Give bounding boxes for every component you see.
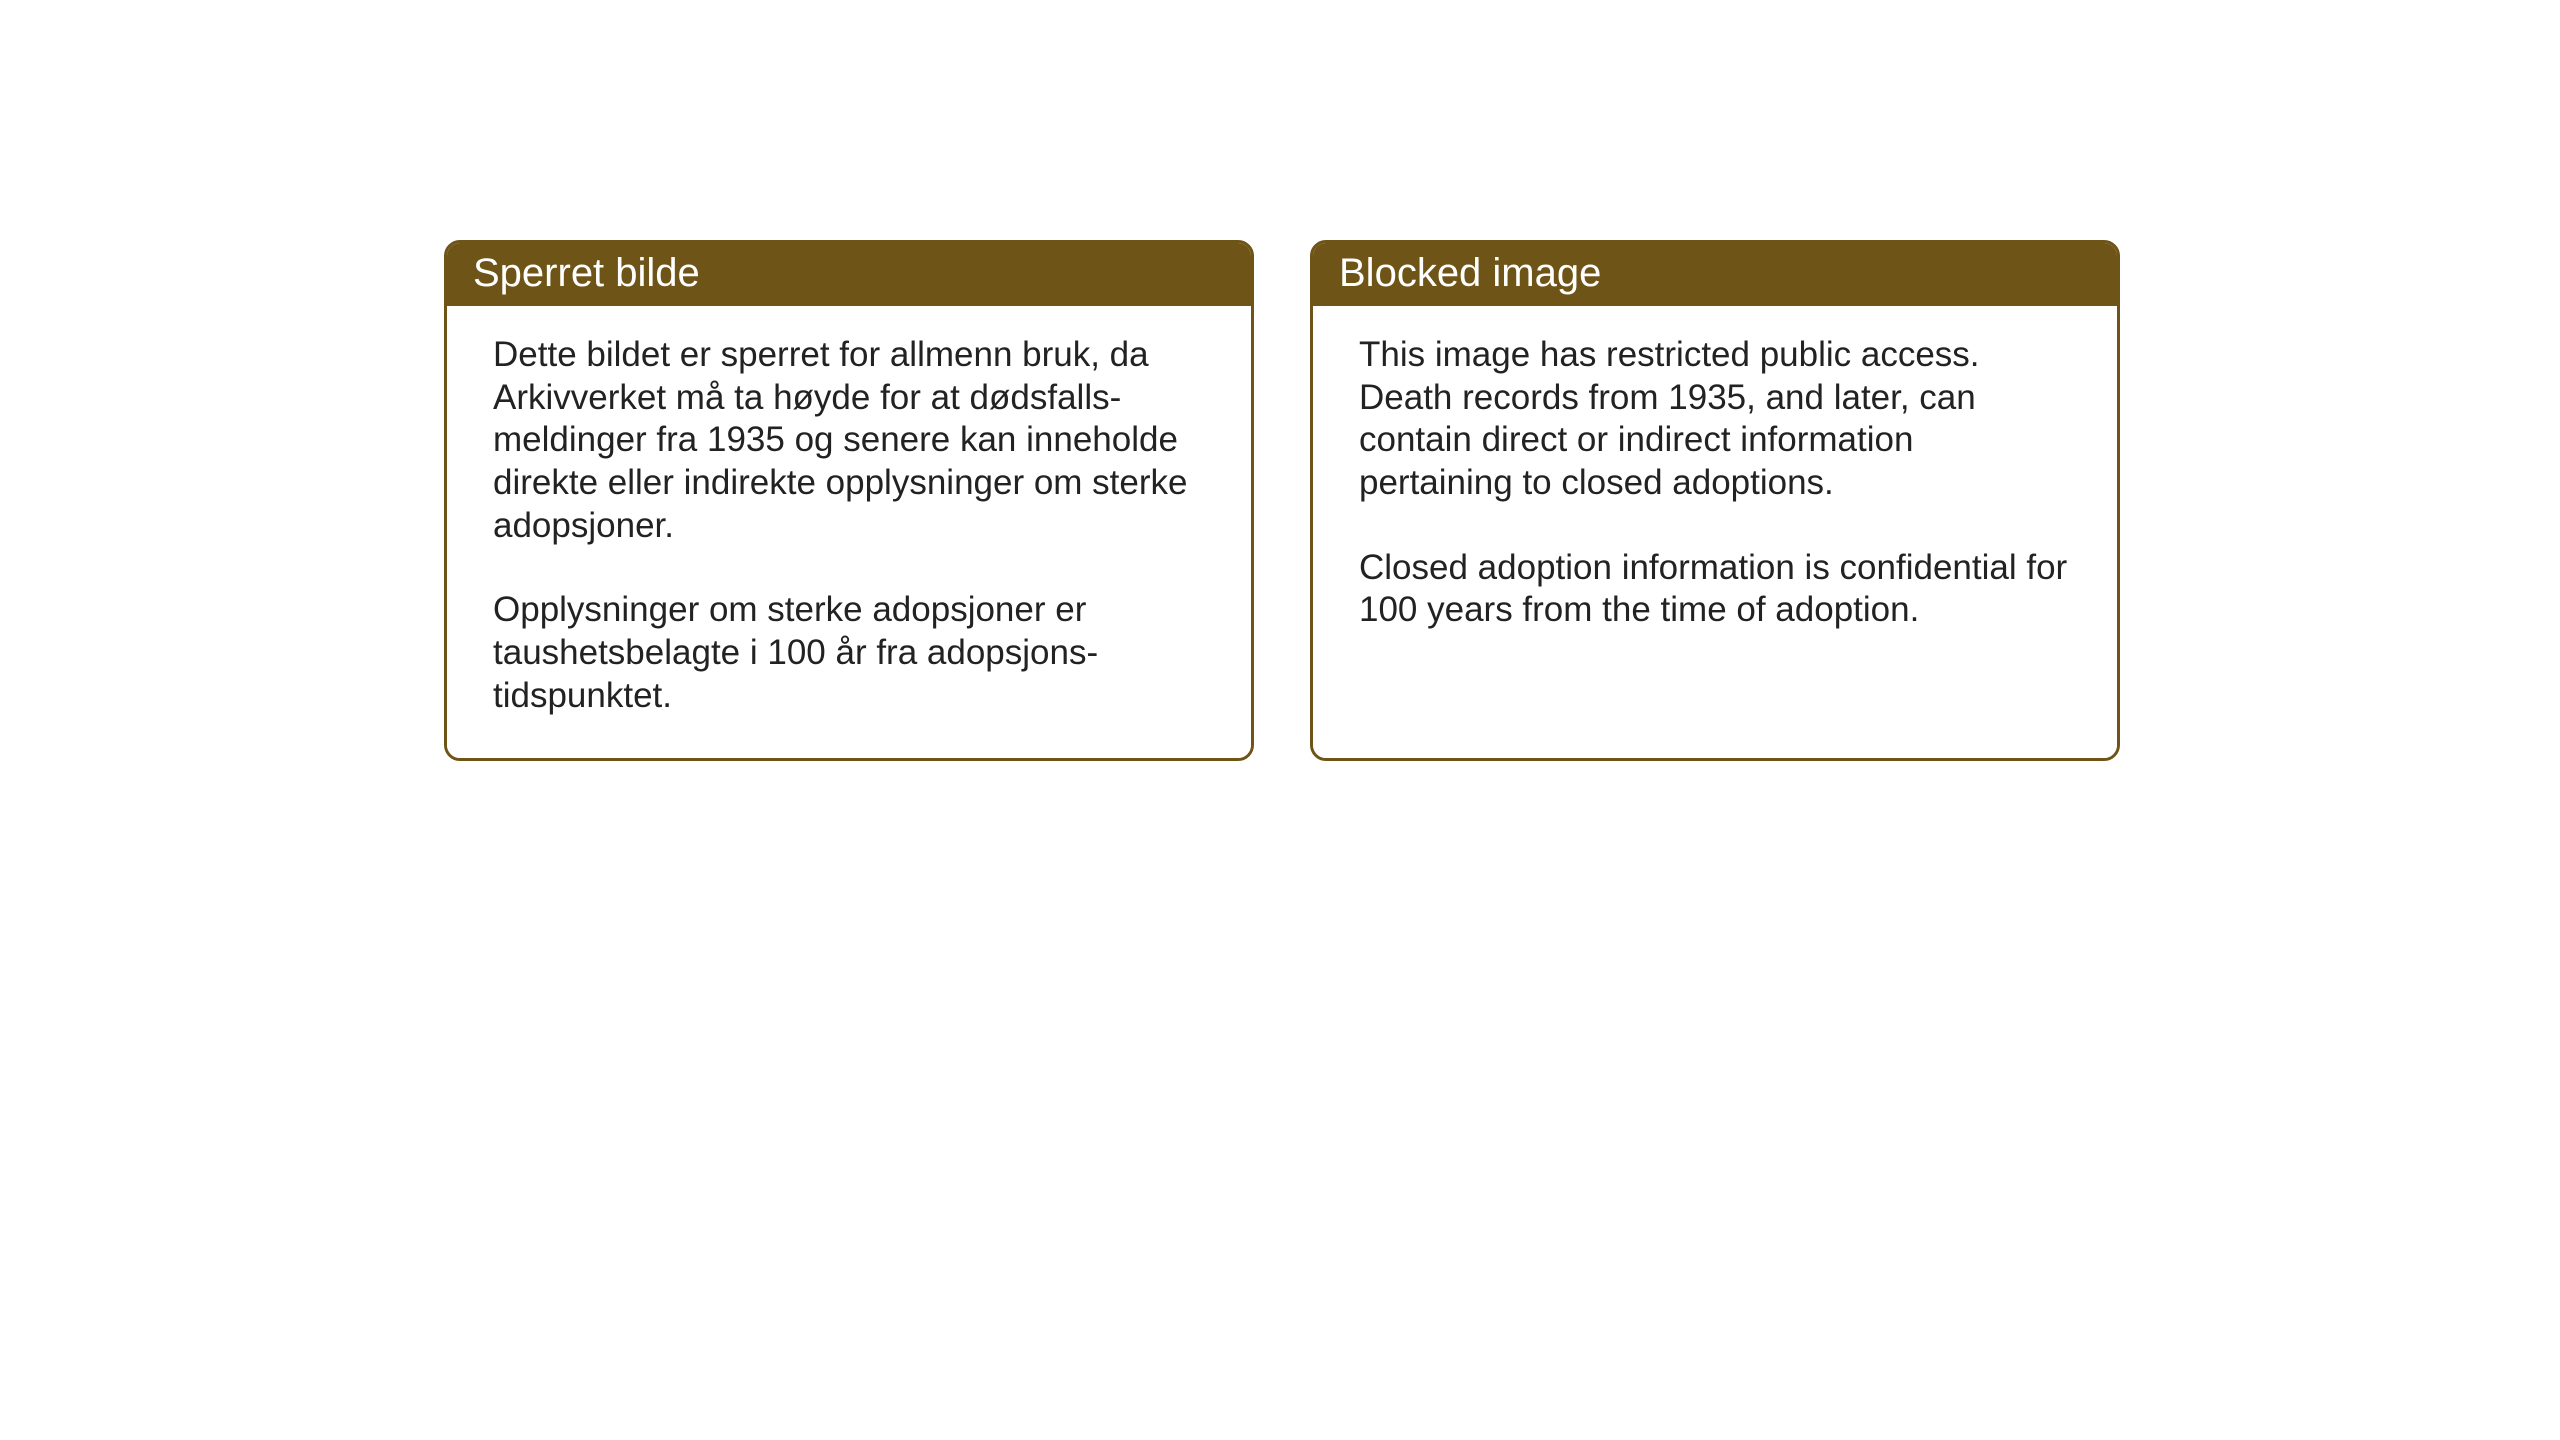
card-header-norwegian: Sperret bilde [447,243,1251,306]
card-english: Blocked image This image has restricted … [1310,240,2120,761]
card-norwegian: Sperret bilde Dette bildet er sperret fo… [444,240,1254,761]
card-paragraph: This image has restricted public access.… [1359,334,2071,505]
card-body-norwegian: Dette bildet er sperret for allmenn bruk… [447,306,1251,758]
cards-container: Sperret bilde Dette bildet er sperret fo… [0,0,2560,761]
card-body-english: This image has restricted public access.… [1313,306,2117,758]
card-paragraph: Opplysninger om sterke adopsjoner er tau… [493,589,1205,717]
card-header-english: Blocked image [1313,243,2117,306]
card-paragraph: Dette bildet er sperret for allmenn bruk… [493,334,1205,547]
card-paragraph: Closed adoption information is confident… [1359,547,2071,632]
